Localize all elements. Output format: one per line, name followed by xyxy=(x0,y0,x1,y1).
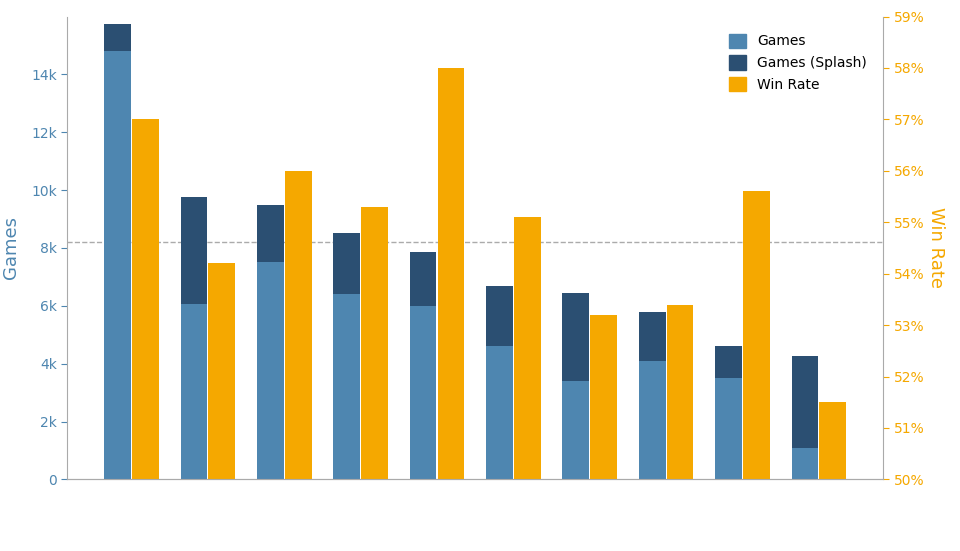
Bar xyxy=(105,24,131,51)
Legend: Games, Games (Splash), Win Rate: Games, Games (Splash), Win Rate xyxy=(724,28,873,98)
Bar xyxy=(486,285,513,347)
Bar xyxy=(410,306,437,479)
Bar xyxy=(792,447,818,479)
Bar xyxy=(792,356,818,447)
Bar xyxy=(743,191,770,479)
Bar xyxy=(563,293,589,381)
Bar xyxy=(514,217,540,479)
Y-axis label: Games: Games xyxy=(2,217,20,279)
Bar xyxy=(285,171,312,479)
Bar xyxy=(438,68,465,479)
Bar xyxy=(563,381,589,479)
Bar xyxy=(180,304,207,479)
Bar xyxy=(486,347,513,479)
Bar xyxy=(638,361,665,479)
Bar xyxy=(333,234,360,294)
Bar xyxy=(590,315,617,479)
Y-axis label: Win Rate: Win Rate xyxy=(927,207,946,289)
Bar xyxy=(257,204,284,262)
Bar xyxy=(715,378,742,479)
Bar xyxy=(666,305,693,479)
Bar xyxy=(820,402,846,479)
Bar xyxy=(257,262,284,479)
Bar xyxy=(208,263,235,479)
Bar xyxy=(180,197,207,304)
Bar xyxy=(361,207,388,479)
Bar xyxy=(105,51,131,479)
Bar xyxy=(638,312,665,361)
Bar xyxy=(132,120,158,479)
Bar xyxy=(410,252,437,306)
Bar xyxy=(715,347,742,378)
Bar xyxy=(333,294,360,479)
